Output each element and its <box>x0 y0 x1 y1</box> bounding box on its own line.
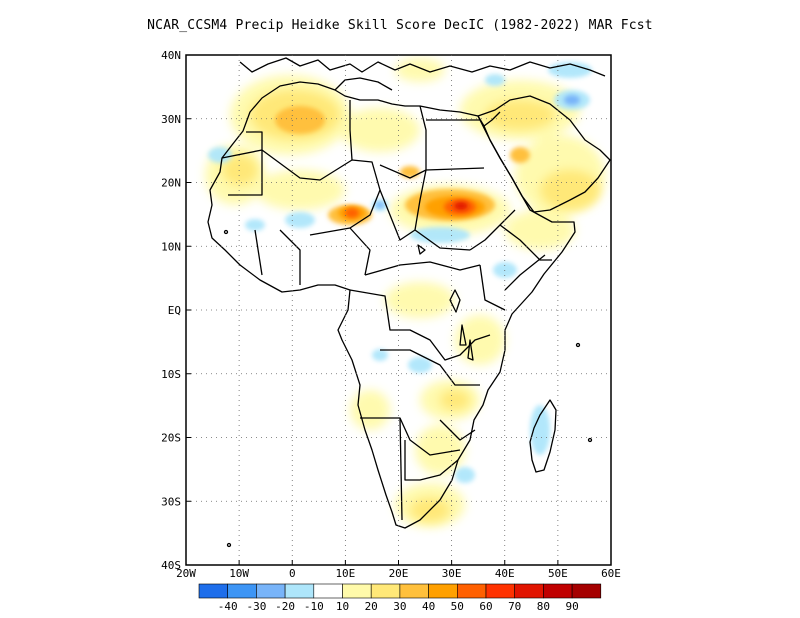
lat-tick-label: EQ <box>168 304 181 317</box>
lat-tick-label: 10N <box>161 240 181 253</box>
lon-tick-label: 30E <box>442 567 462 580</box>
lon-tick-label: 60E <box>601 567 621 580</box>
colorbar-label: 40 <box>422 600 435 613</box>
colorbar-swatch <box>370 583 401 599</box>
colorbar-label: 30 <box>393 600 406 613</box>
colorbar-swatch <box>198 583 229 599</box>
colorbar-swatch <box>313 583 343 599</box>
colorbar-label: 20 <box>365 600 378 613</box>
lat-tick-label: 10S <box>161 368 181 381</box>
colorbar-swatch <box>571 583 602 599</box>
colorbar-swatch <box>428 583 458 599</box>
lat-tick-label: 30N <box>161 113 181 126</box>
colorbar-legend: -40 -30 -20 -10 10 20 30 40 50 60 70 80 90 <box>198 583 602 613</box>
lat-tick-label: 30S <box>161 495 181 508</box>
colorbar-swatch <box>543 583 573 599</box>
skill-shading <box>205 58 605 527</box>
colorbar-label: 80 <box>537 600 550 613</box>
lon-tick-label: 0 <box>289 567 296 580</box>
lon-tick-label: 20W <box>176 567 196 580</box>
lon-tick-label: 10W <box>229 567 249 580</box>
colorbar-swatch <box>399 583 429 599</box>
map-title: NCAR_CCSM4 Precip Heidke Skill Score Dec… <box>147 18 653 33</box>
axis-tick-labels: 20W 10W 0 10E 20E 30E 40E 50E 60E 40N 30N 20N 10N EQ 1… <box>161 49 621 580</box>
colorbar-label: -20 <box>275 600 295 613</box>
lon-tick-label: 20E <box>389 567 409 580</box>
colorbar-swatch <box>514 583 544 599</box>
coastlines-and-borders <box>207 57 611 548</box>
lon-tick-label: 50E <box>548 567 568 580</box>
colorbar-swatch <box>284 583 315 599</box>
colorbar-swatch <box>342 583 372 599</box>
lon-tick-label: 40E <box>495 567 515 580</box>
colorbar-label: 90 <box>565 600 578 613</box>
colorbar-label: 10 <box>336 600 349 613</box>
colorbar-label: -10 <box>304 600 324 613</box>
colorbar-swatch <box>227 583 257 599</box>
colorbar-label: -40 <box>218 600 238 613</box>
colorbar-label: 60 <box>479 600 492 613</box>
colorbar-label: -30 <box>246 600 266 613</box>
colorbar-label: 50 <box>451 600 464 613</box>
lat-tick-label: 40S <box>161 559 181 572</box>
colorbar-swatch <box>456 583 487 599</box>
colorbar-swatch <box>256 583 286 599</box>
lon-tick-label: 10E <box>335 567 355 580</box>
colorbar-swatch <box>485 583 516 599</box>
lat-tick-label: 40N <box>161 49 181 62</box>
lat-tick-label: 20N <box>161 177 181 190</box>
graticule <box>186 55 611 565</box>
lat-tick-label: 20S <box>161 432 181 445</box>
colorbar-label: 70 <box>508 600 521 613</box>
